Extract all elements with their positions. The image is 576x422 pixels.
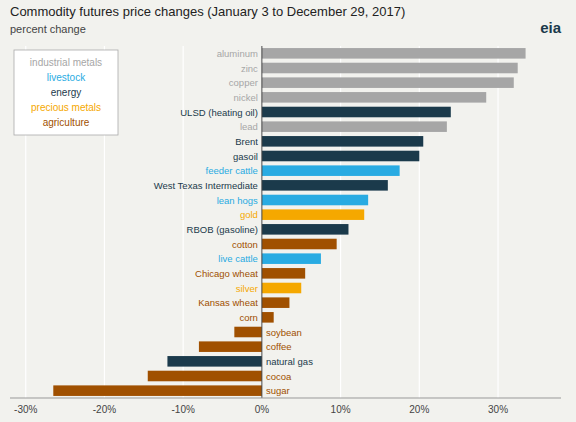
zero-line	[261, 46, 262, 398]
category-label: Chicago wheat	[195, 268, 258, 279]
bar	[262, 224, 349, 235]
category-label: live cattle	[218, 253, 258, 264]
bar	[262, 165, 400, 176]
category-label: coffee	[266, 341, 292, 352]
category-label: gold	[240, 209, 258, 220]
bar	[53, 385, 262, 396]
bar	[262, 312, 274, 323]
chart: Commodity futures price changes (January…	[0, 0, 576, 422]
legend-entry: industrial metals	[30, 57, 102, 68]
bar	[148, 371, 262, 382]
bar	[262, 92, 486, 103]
bars	[53, 48, 525, 396]
bar	[262, 180, 388, 191]
bar	[262, 151, 419, 162]
tick-label: 10%	[331, 404, 351, 415]
bar	[262, 283, 301, 294]
legend-entry: livestock	[47, 72, 86, 83]
tick-label: -10%	[171, 404, 194, 415]
bar	[262, 195, 368, 206]
bar	[262, 63, 518, 74]
bar	[262, 121, 447, 132]
bar	[262, 48, 526, 59]
category-label: zinc	[241, 63, 258, 74]
bar	[262, 136, 423, 147]
bar	[167, 356, 261, 367]
category-label: West Texas Intermediate	[154, 180, 258, 191]
bar	[262, 239, 337, 250]
annotation: eia	[540, 19, 562, 36]
category-label: sugar	[266, 385, 290, 396]
title: Commodity futures price changes (January…	[10, 4, 405, 19]
category-label: soybean	[266, 327, 302, 338]
tick-label: 20%	[409, 404, 429, 415]
grid-line	[497, 46, 498, 398]
bar	[262, 253, 321, 264]
legend-entry: agriculture	[43, 117, 90, 128]
bar	[262, 77, 514, 88]
category-label: natural gas	[266, 356, 313, 367]
legend-entry: precious metals	[31, 102, 101, 113]
tick-label: -30%	[14, 404, 37, 415]
category-label: ULSD (heating oil)	[180, 107, 258, 118]
category-label: aluminum	[217, 48, 258, 59]
bar	[234, 327, 262, 338]
bar	[262, 107, 451, 118]
category-label: corn	[239, 312, 257, 323]
legend: industrial metals livestock energy precious…	[14, 50, 118, 135]
category-label: gasoil	[233, 151, 258, 162]
category-label: feeder cattle	[206, 165, 258, 176]
x-axis-line	[10, 398, 561, 399]
tick-label: 30%	[488, 404, 508, 415]
subtitle: percent change	[10, 23, 86, 35]
category-label: Brent	[235, 136, 258, 147]
legend-box	[14, 50, 118, 135]
background	[0, 0, 576, 422]
bar	[199, 341, 262, 352]
grid-line	[261, 46, 262, 398]
bar	[262, 209, 364, 220]
category-label: nickel	[234, 92, 258, 103]
bar	[262, 268, 305, 279]
legend-entry: energy	[51, 87, 82, 98]
category-label: lean hogs	[217, 195, 258, 206]
category-label: cocoa	[266, 371, 292, 382]
category-label: lead	[240, 121, 258, 132]
category-label: RBOB (gasoline)	[187, 224, 258, 235]
grid-line	[183, 46, 184, 398]
category-label: silver	[236, 283, 258, 294]
bar	[262, 297, 290, 308]
tick-label: -20%	[93, 404, 116, 415]
category-label: copper	[229, 77, 258, 88]
category-label: Kansas wheat	[198, 297, 258, 308]
category-label: cotton	[232, 239, 258, 250]
tick-label: 0%	[255, 404, 270, 415]
